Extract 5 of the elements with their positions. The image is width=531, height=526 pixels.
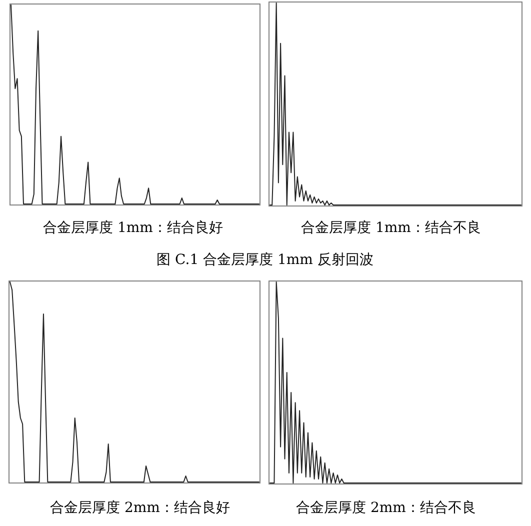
xlabel: 合金层厚度 1mm：结合不良 <box>301 220 481 236</box>
xlabel: 合金层厚度 2mm：结合良好 <box>50 500 230 516</box>
annotation: 图 C.1 合金层厚度 1mm 反射回波 <box>156 252 374 268</box>
xlabel: 合金层厚度 1mm：结合良好 <box>43 220 223 236</box>
xlabel: 合金层厚度 2mm：结合不良 <box>296 500 476 516</box>
